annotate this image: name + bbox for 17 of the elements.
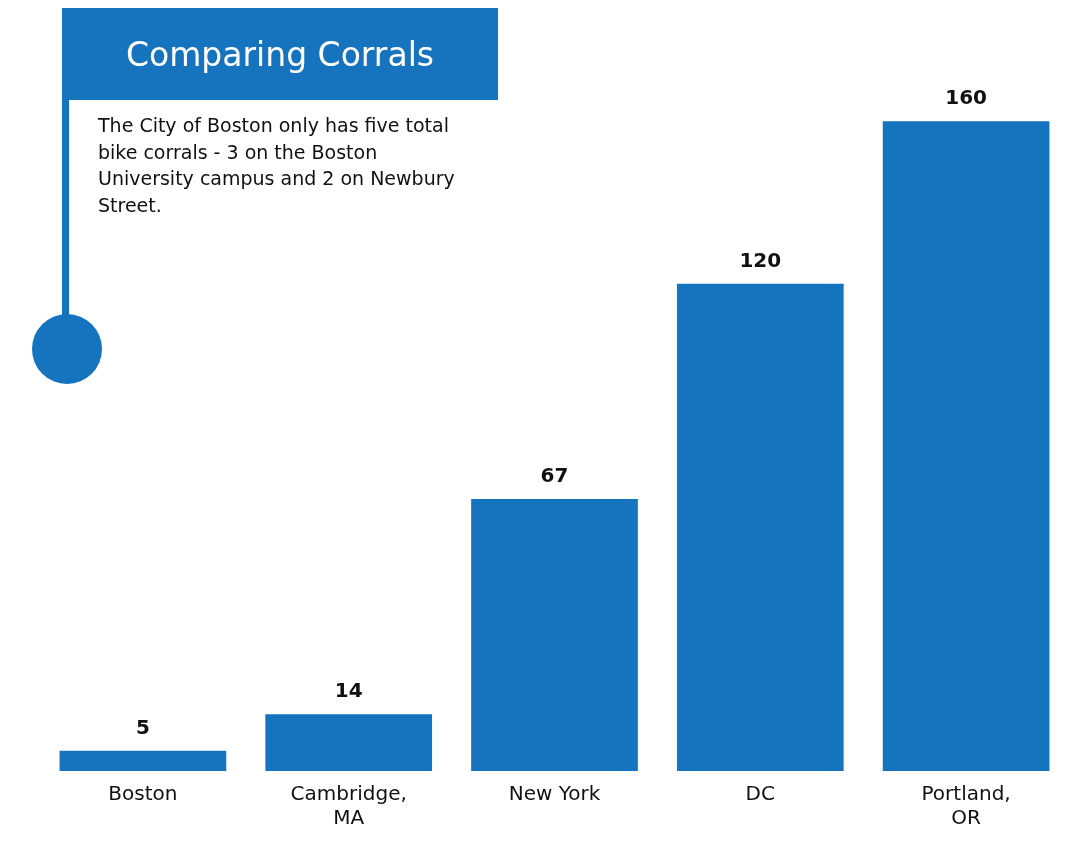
bar <box>265 714 433 771</box>
x-tick-label: Boston <box>108 781 178 806</box>
x-tick-label: New York <box>508 781 601 806</box>
x-tick-label: Portland, OR <box>921 781 1011 830</box>
x-tick-label: Cambridge, MA <box>290 781 407 830</box>
bar <box>676 283 844 771</box>
data-label: 120 <box>739 247 782 272</box>
data-label: 5 <box>135 714 150 739</box>
bar <box>882 121 1050 771</box>
bar <box>59 750 227 771</box>
chart-title: Comparing Corrals <box>62 8 498 100</box>
data-label: 160 <box>945 85 987 110</box>
bar <box>471 498 638 771</box>
data-label: 67 <box>540 463 569 488</box>
annotation: The City of Boston only has five total bike corrals - 3 on the Boston University campus and 2 on Newbury Street. <box>98 113 456 218</box>
x-tick-label: DC <box>745 781 775 806</box>
data-label: 14 <box>334 678 363 703</box>
